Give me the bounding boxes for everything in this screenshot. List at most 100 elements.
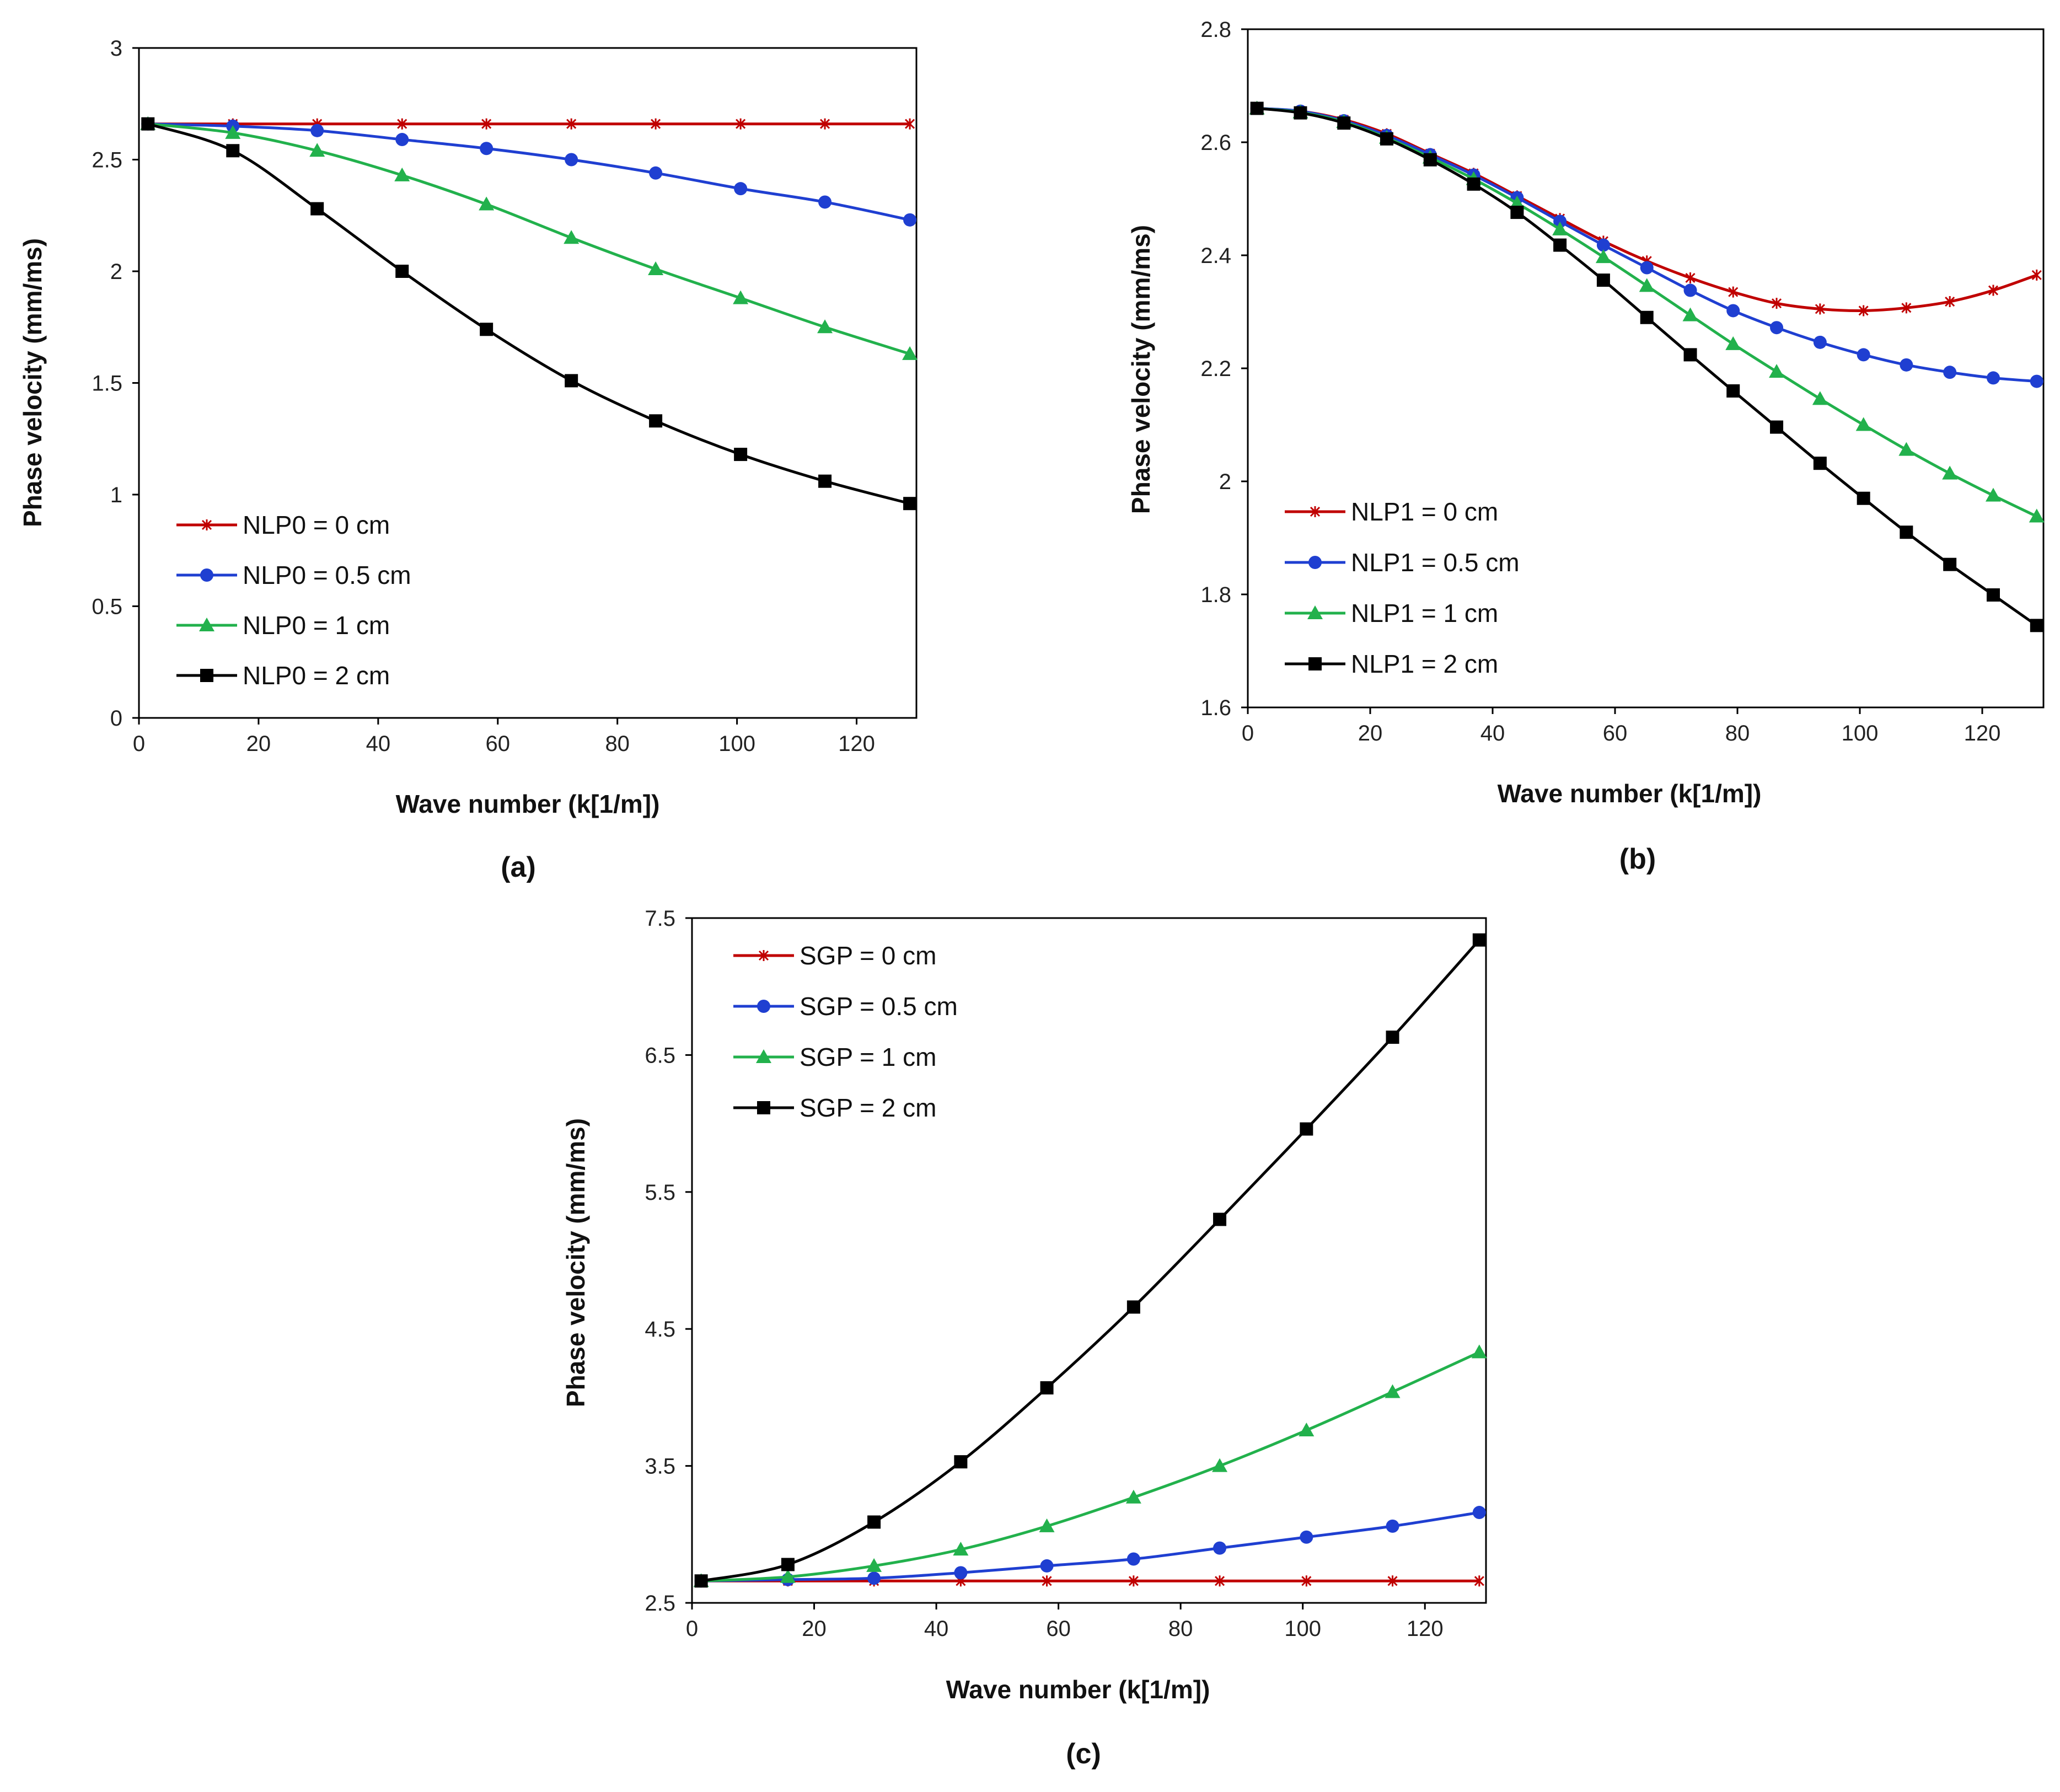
legend-label: SGP = 0 cm (800, 941, 936, 970)
data-point (1301, 1575, 1312, 1587)
data-point (1726, 384, 1740, 398)
data-point (1212, 1458, 1228, 1472)
panel-label-a: (a) (501, 851, 536, 883)
data-point (819, 118, 830, 130)
data-point (1126, 1300, 1140, 1314)
y-tick-label: 2.5 (92, 148, 122, 173)
data-point (1858, 305, 1869, 316)
y-tick-label: 3 (110, 36, 122, 61)
x-tick-label: 0 (133, 732, 145, 756)
ticks-b: 1.6 1.8 2 2.2 2.4 2.6 2.8 0 20 40 60 80 100 120 (1200, 18, 2000, 745)
y-axis-label-a: Phase velocity (mm/ms) (18, 238, 47, 527)
data-point (1596, 238, 1610, 252)
data-point (1387, 1575, 1398, 1587)
legend-entry: NLP1 = 1 cm (1285, 599, 1498, 627)
panel-label-b: (b) (1619, 843, 1656, 875)
data-point (1128, 1575, 1139, 1587)
legend-marker (756, 1049, 771, 1063)
data-point (566, 118, 577, 130)
data-point (867, 1571, 881, 1585)
legend-entry: SGP = 0.5 cm (733, 992, 958, 1021)
x-tick-label: 40 (924, 1617, 949, 1641)
data-point (309, 143, 325, 157)
data-point (1986, 371, 2000, 385)
data-point (1857, 491, 1870, 505)
data-point (1813, 335, 1827, 349)
legend-marker (757, 1000, 770, 1013)
y-tick-label: 2.4 (1200, 244, 1231, 268)
data-point (649, 414, 663, 428)
data-point (480, 142, 493, 155)
data-point (1423, 153, 1437, 167)
data-point (733, 290, 749, 304)
x-tick-label: 100 (718, 732, 755, 756)
data-point (2030, 619, 2043, 632)
data-point (1943, 366, 1957, 379)
legend-label: NLP1 = 2 cm (1351, 650, 1498, 678)
data-point (694, 1574, 708, 1588)
data-point (1943, 557, 1957, 571)
data-point (1683, 283, 1697, 297)
data-point (954, 1455, 968, 1469)
y-axis-label-b: Phase velocity (mm/ms) (1126, 225, 1155, 514)
legend-entry: NLP0 = 0 cm (176, 511, 390, 539)
y-tick-label: 2.5 (645, 1591, 675, 1616)
series-a-3 (141, 117, 917, 511)
data-point (141, 117, 155, 131)
legend-marker (1308, 657, 1322, 670)
legend-label: NLP0 = 0 cm (243, 511, 390, 539)
plot-area-a (138, 47, 918, 719)
series-line (148, 122, 910, 356)
data-point (1595, 249, 1611, 264)
data-point (1294, 106, 1307, 120)
x-axis-label-b: Wave number (k[1/m]) (1498, 779, 1762, 808)
y-tick-label: 1.5 (92, 372, 122, 396)
data-point (1472, 933, 1486, 947)
data-point (1898, 442, 1914, 456)
y-tick-label: 0.5 (92, 595, 122, 619)
data-point (1900, 358, 1913, 372)
x-tick-label: 100 (1842, 721, 1879, 745)
data-point (1942, 465, 1958, 480)
legend-entry: NLP1 = 2 cm (1285, 650, 1498, 678)
y-tick-label: 1.6 (1200, 696, 1231, 720)
series-line (701, 939, 1480, 1582)
data-point (1813, 457, 1827, 470)
data-point (1726, 304, 1740, 318)
series-line (701, 1511, 1480, 1582)
legend-label: SGP = 1 cm (800, 1043, 936, 1071)
x-axis-label-c: Wave number (k[1/m]) (946, 1675, 1210, 1704)
x-tick-label: 120 (1964, 721, 2001, 745)
data-point (1385, 1384, 1401, 1398)
data-point (397, 118, 407, 130)
legend-label: SGP = 2 cm (800, 1093, 936, 1122)
data-point (651, 118, 661, 130)
legend-a: NLP0 = 0 cm NLP0 = 0.5 cm NLP0 = 1 cm NLP0 … (176, 511, 411, 690)
x-tick-label: 60 (486, 732, 511, 756)
data-point (1771, 298, 1782, 309)
chart-panel-b: 1.6 1.8 2 2.2 2.4 2.6 2.8 0 20 40 60 80 100 120 Wave … (1126, 18, 2045, 875)
data-point (905, 118, 915, 130)
data-point (1900, 525, 1913, 539)
data-point (1213, 1541, 1227, 1555)
data-point (1685, 272, 1696, 283)
data-point (1682, 307, 1698, 321)
data-point (818, 474, 832, 488)
data-point (1985, 487, 2001, 502)
data-point (481, 118, 492, 130)
x-tick-label: 80 (1168, 1617, 1193, 1641)
series-c (693, 933, 1487, 1588)
x-axis-label-a: Wave number (k[1/m]) (396, 790, 660, 818)
data-point (1901, 302, 1912, 314)
legend-marker (201, 519, 212, 530)
legend-entry: NLP1 = 0.5 cm (1285, 548, 1520, 577)
data-point (1214, 1575, 1225, 1587)
data-point (1126, 1552, 1140, 1566)
data-point (226, 144, 240, 158)
legend-marker (758, 950, 769, 961)
y-axis-label-c: Phase velocity (mm/ms) (561, 1118, 590, 1407)
ticks-c: 2.5 3.5 4.5 5.5 6.5 7.5 0 20 40 60 80 100 120 (645, 906, 1443, 1641)
data-point (565, 153, 578, 167)
data-point (1553, 238, 1567, 252)
